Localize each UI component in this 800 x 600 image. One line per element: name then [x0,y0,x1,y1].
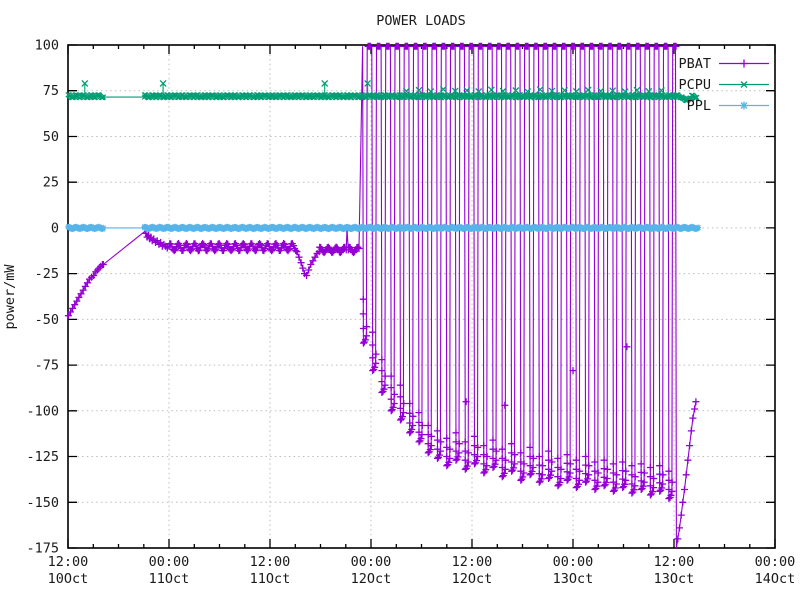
x-tick-date-label: 11Oct [149,571,190,587]
axis-tick-labels: 1007550250-25-50-75-100-125-150-17512:00… [26,38,795,588]
x-tick-time-label: 12:00 [452,554,493,570]
x-tick-time-label: 00:00 [553,554,594,570]
x-tick-time-label: 00:00 [149,554,190,570]
y-tick-label: -175 [26,541,59,557]
x-tick-date-label: 13Oct [553,571,594,587]
y-tick-label: 50 [43,129,59,145]
y-tick-label: 0 [51,220,59,236]
series-ppl-markers [65,223,702,232]
y-tick-label: -25 [35,266,59,282]
legend: PBAT PCPU PPL [678,56,769,114]
x-tick-time-label: 12:00 [654,554,695,570]
legend-marker-plus-icon [740,59,748,68]
series-pcpu-markers [65,91,700,104]
x-tick-date-label: 13Oct [654,571,695,587]
x-tick-time-label: 12:00 [48,554,89,570]
y-tick-label: 75 [43,83,59,99]
y-axis-label: power/mW [2,264,18,330]
x-tick-date-label: 12Oct [351,571,392,587]
data-series [64,42,702,549]
legend-label-pbat: PBAT [678,56,711,72]
y-tick-label: -150 [26,495,59,511]
legend-marker-cross-icon [740,81,748,88]
y-tick-label: -100 [26,403,59,419]
legend-marker-asterisk-icon [740,101,748,110]
x-tick-date-label: 14Oct [755,571,796,587]
y-tick-label: -50 [35,312,59,328]
series-pcpu-scatter-markers [402,85,665,96]
series-pbat-markers [64,42,700,543]
y-tick-label: -125 [26,449,59,465]
y-tick-label: 25 [43,175,59,191]
x-tick-time-label: 00:00 [351,554,392,570]
legend-label-ppl: PPL [687,98,711,114]
x-tick-time-label: 12:00 [250,554,291,570]
legend-label-pcpu: PCPU [678,77,711,93]
chart-title: POWER LOADS [376,13,465,29]
x-tick-date-label: 12Oct [452,571,493,587]
y-tick-label: 100 [35,38,59,54]
x-tick-date-label: 11Oct [250,571,291,587]
x-tick-time-label: 00:00 [755,554,796,570]
series-pbat-line [67,45,697,549]
x-tick-date-label: 10Oct [48,571,89,587]
series-pcpu-spike-markers [81,79,372,87]
plot-border-and-ticks [67,44,776,549]
y-tick-label: -75 [35,358,59,374]
